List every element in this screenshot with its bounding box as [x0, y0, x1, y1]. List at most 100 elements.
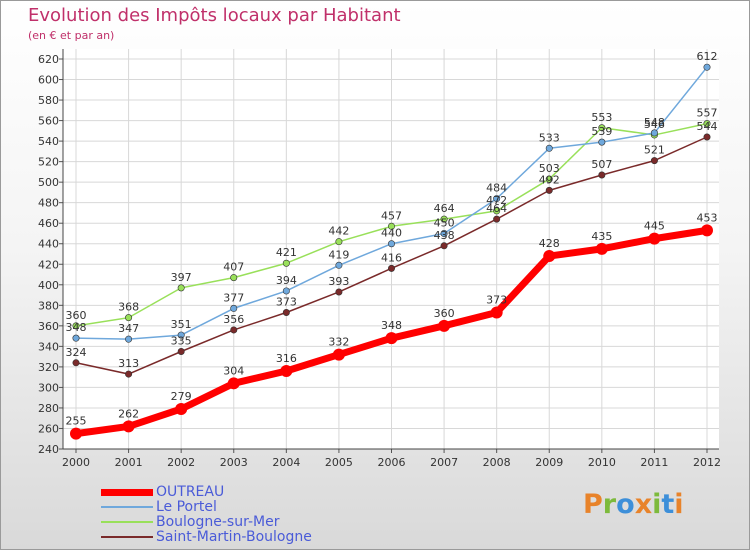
y-tick-label: 300 [38, 381, 59, 394]
data-point-outreau [490, 306, 503, 319]
y-tick-label: 360 [38, 320, 59, 333]
data-label-boulogne-sur-mer: 421 [276, 246, 297, 259]
data-point-saint-martin-boulogne [703, 133, 711, 141]
data-point-boulogne-sur-mer [230, 274, 238, 282]
data-point-boulogne-sur-mer [703, 120, 711, 128]
x-tick-label: 2012 [693, 456, 721, 469]
data-label-le-portel: 450 [434, 216, 455, 229]
data-label-outreau: 453 [697, 211, 718, 224]
chart-title: Evolution des Impôts locaux par Habitant [28, 5, 401, 26]
y-tick-label: 480 [38, 197, 59, 210]
data-label-boulogne-sur-mer: 557 [697, 107, 718, 120]
data-point-saint-martin-boulogne [230, 326, 238, 334]
data-point-boulogne-sur-mer [545, 175, 553, 183]
legend-label: Boulogne-sur-Mer [156, 514, 280, 530]
data-point-le-portel [703, 63, 711, 71]
data-label-le-portel: 440 [381, 227, 402, 240]
data-point-le-portel [230, 304, 238, 312]
data-point-saint-martin-boulogne [598, 171, 606, 179]
data-point-le-portel [650, 129, 658, 137]
data-label-le-portel: 419 [328, 248, 349, 261]
y-tick-label: 460 [38, 217, 59, 230]
legend-swatch [101, 489, 153, 496]
x-tick-label: 2009 [535, 456, 563, 469]
y-tick-label: 280 [38, 402, 59, 415]
data-label-saint-martin-boulogne: 356 [223, 313, 244, 326]
y-tick-label: 440 [38, 238, 59, 251]
data-label-le-portel: 347 [118, 322, 139, 335]
data-point-le-portel [125, 335, 133, 343]
data-label-boulogne-sur-mer: 553 [591, 111, 612, 124]
x-tick-label: 2010 [588, 456, 616, 469]
data-point-le-portel [545, 144, 553, 152]
logo-letter: t [661, 489, 675, 520]
proxiti-logo: Proxiti [583, 489, 684, 520]
data-label-saint-martin-boulogne: 438 [434, 229, 455, 242]
data-point-boulogne-sur-mer [125, 314, 133, 322]
x-tick-label: 2000 [62, 456, 90, 469]
data-label-le-portel: 377 [223, 291, 244, 304]
data-point-outreau [280, 365, 293, 377]
logo-letter: i [652, 489, 662, 520]
data-label-boulogne-sur-mer: 472 [486, 194, 507, 207]
data-point-saint-martin-boulogne [545, 186, 553, 194]
data-label-outreau: 435 [591, 230, 612, 243]
data-point-boulogne-sur-mer [177, 284, 185, 292]
logo-letter: r [602, 489, 617, 520]
y-tick-label: 600 [38, 74, 59, 87]
data-point-le-portel [282, 287, 290, 295]
data-label-saint-martin-boulogne: 313 [118, 357, 139, 370]
y-tick-label: 560 [38, 115, 59, 128]
data-label-boulogne-sur-mer: 397 [171, 271, 192, 284]
data-label-saint-martin-boulogne: 464 [486, 202, 507, 215]
data-label-outreau: 262 [118, 407, 139, 420]
data-point-saint-martin-boulogne [177, 347, 185, 355]
data-label-outreau: 279 [171, 390, 192, 403]
data-point-le-portel [440, 229, 448, 237]
data-label-outreau: 316 [276, 352, 297, 365]
data-label-boulogne-sur-mer: 368 [118, 301, 139, 314]
legend-label: Le Portel [156, 499, 217, 515]
x-tick-label: 2004 [272, 456, 300, 469]
logo-letter: i [674, 489, 684, 520]
data-label-le-portel: 539 [591, 125, 612, 138]
data-label-le-portel: 394 [276, 274, 297, 287]
data-point-saint-martin-boulogne [125, 370, 133, 378]
data-label-outreau: 255 [66, 415, 87, 428]
legend-swatch [101, 521, 153, 523]
logo-letter: P [583, 489, 603, 520]
data-point-outreau [385, 332, 398, 345]
y-tick-label: 620 [38, 53, 59, 66]
data-label-saint-martin-boulogne: 507 [591, 158, 612, 171]
y-tick-label: 520 [38, 156, 59, 169]
legend-swatch [101, 506, 153, 508]
y-tick-label: 380 [38, 299, 59, 312]
data-label-saint-martin-boulogne: 335 [171, 335, 192, 348]
logo-letter: o [616, 489, 635, 520]
x-tick-label: 2007 [430, 456, 458, 469]
data-point-outreau [332, 348, 345, 361]
legend-label: OUTREAU [156, 484, 225, 500]
data-label-le-portel: 612 [697, 50, 718, 63]
y-tick-label: 400 [38, 279, 59, 292]
data-point-saint-martin-boulogne [493, 215, 501, 223]
data-label-saint-martin-boulogne: 324 [66, 346, 87, 359]
data-point-boulogne-sur-mer [335, 238, 343, 246]
logo-letter: x [634, 489, 653, 520]
data-point-outreau [227, 377, 240, 390]
y-tick-label: 320 [38, 361, 59, 374]
data-point-outreau [122, 420, 135, 433]
chart-subtitle: (en € et par an) [28, 29, 115, 42]
data-label-le-portel: 351 [171, 318, 192, 331]
data-label-boulogne-sur-mer: 464 [434, 202, 455, 215]
data-point-outreau [543, 250, 556, 263]
data-point-saint-martin-boulogne [282, 308, 290, 316]
data-point-le-portel [493, 195, 501, 203]
x-tick-label: 2003 [220, 456, 248, 469]
y-tick-label: 580 [38, 94, 59, 107]
data-label-saint-martin-boulogne: 373 [276, 296, 297, 309]
x-tick-label: 2001 [115, 456, 143, 469]
data-label-outreau: 304 [223, 364, 244, 377]
x-tick-label: 2011 [640, 456, 668, 469]
